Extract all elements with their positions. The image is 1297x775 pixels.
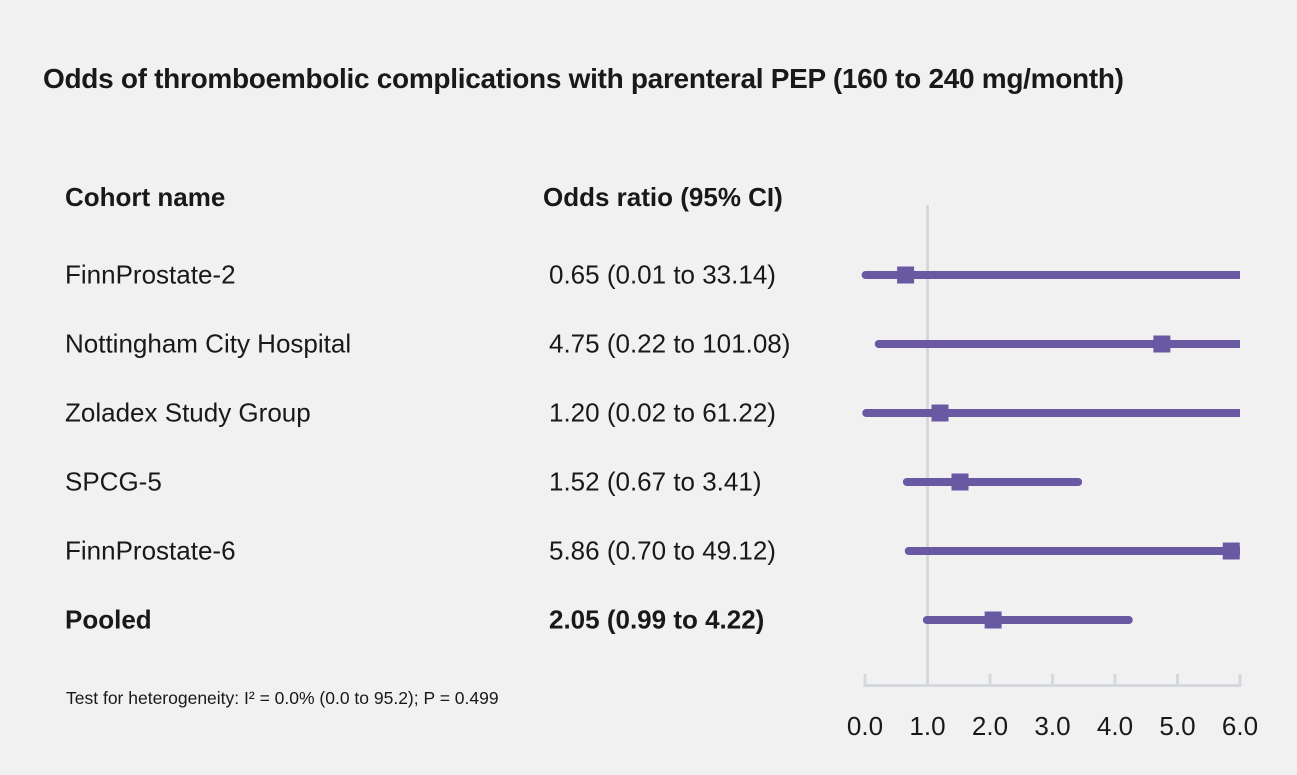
cohort-name: Nottingham City Hospital bbox=[65, 328, 352, 359]
point-estimate-marker bbox=[951, 473, 969, 491]
odds-ratio-value: 0.65 (0.01 to 33.14) bbox=[549, 259, 776, 290]
odds-ratio-value: 5.86 (0.70 to 49.12) bbox=[549, 535, 776, 566]
odds-ratio-column-header: Odds ratio (95% CI) bbox=[543, 182, 783, 212]
ci-cap-low bbox=[902, 478, 911, 486]
point-estimate-marker bbox=[1153, 335, 1171, 353]
point-estimate-marker bbox=[984, 611, 1002, 629]
point-estimate-marker bbox=[897, 266, 915, 284]
odds-ratio-value: 1.52 (0.67 to 3.41) bbox=[549, 466, 762, 497]
chart-title: Odds of thromboembolic complications wit… bbox=[43, 63, 1124, 94]
x-tick-label: 5.0 bbox=[1159, 711, 1195, 741]
x-tick-label: 6.0 bbox=[1222, 711, 1258, 741]
odds-ratio-value: 4.75 (0.22 to 101.08) bbox=[549, 328, 791, 359]
ci-cap-low bbox=[904, 547, 913, 555]
cohort-name: FinnProstate-2 bbox=[65, 259, 236, 290]
heterogeneity-footnote: Test for heterogeneity: I² = 0.0% (0.0 t… bbox=[66, 688, 499, 708]
cohort-name: Pooled bbox=[65, 604, 152, 635]
odds-ratio-value: 2.05 (0.99 to 4.22) bbox=[549, 604, 765, 635]
ci-cap-low bbox=[922, 616, 931, 624]
x-tick-label: 4.0 bbox=[1097, 711, 1133, 741]
cohort-name: Zoladex Study Group bbox=[65, 397, 311, 428]
ci-cap-high bbox=[1074, 478, 1083, 486]
cohort-column-header: Cohort name bbox=[65, 182, 226, 212]
cohort-name: SPCG-5 bbox=[65, 466, 162, 497]
x-tick-label: 1.0 bbox=[909, 711, 945, 741]
point-estimate-marker bbox=[931, 404, 949, 422]
ci-cap-high bbox=[1124, 616, 1133, 624]
ci-cap-low bbox=[862, 409, 871, 417]
ci-cap-low bbox=[861, 271, 870, 279]
ci-cap-low bbox=[874, 340, 883, 348]
x-tick-label: 0.0 bbox=[847, 711, 883, 741]
point-estimate-marker bbox=[1222, 542, 1240, 560]
odds-ratio-value: 1.20 (0.02 to 61.22) bbox=[549, 397, 776, 428]
cohort-name: FinnProstate-6 bbox=[65, 535, 236, 566]
x-tick-label: 2.0 bbox=[972, 711, 1008, 741]
x-tick-label: 3.0 bbox=[1034, 711, 1070, 741]
